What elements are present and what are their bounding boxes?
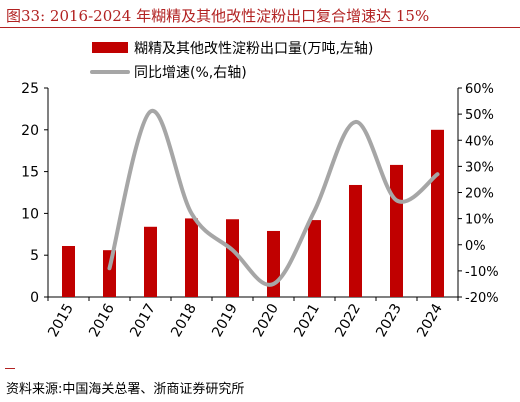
y-right-tick-label: 10%: [465, 213, 494, 228]
y-left-tick-label: 20: [21, 123, 39, 139]
y-left-tick-label: 0: [30, 290, 39, 306]
legend-bar-label: 糊精及其他改性淀粉出口量(万吨,左轴): [134, 41, 373, 57]
y-left-tick-label: 25: [21, 81, 39, 97]
x-tick-label: 2024: [414, 301, 446, 340]
x-tick-label: 2018: [168, 301, 200, 340]
y-right-tick-label: 30%: [465, 160, 494, 175]
y-right-tick-label: 60%: [465, 82, 494, 97]
y-right-tick-label: 50%: [465, 108, 494, 123]
x-tick-label: 2023: [373, 301, 405, 340]
figure-title-bar: 图33: 2016-2024 年糊精及其他改性淀粉出口复合增速达 15%: [0, 0, 520, 28]
x-tick-label: 2021: [291, 301, 323, 340]
x-tick-label: 2016: [86, 301, 118, 340]
x-tick-label: 2017: [127, 301, 159, 340]
bar: [185, 218, 198, 297]
bar: [349, 184, 362, 297]
bar: [431, 129, 444, 297]
y-right-tick-label: 20%: [465, 187, 494, 202]
bar: [62, 246, 75, 297]
growth-line: [107, 109, 440, 287]
y-right-tick-label: -20%: [465, 291, 499, 306]
bar: [267, 230, 280, 297]
y-right-tick-label: 0%: [465, 239, 486, 254]
bar-line-chart: 糊精及其他改性淀粉出口量(万吨,左轴) 同比增速(%,右轴) 0 5 10 15 20 25…: [21, 41, 498, 340]
chart-legend: 糊精及其他改性淀粉出口量(万吨,左轴) 同比增速(%,右轴): [90, 41, 373, 81]
bar: [308, 220, 321, 297]
title-rule: [0, 27, 520, 28]
legend-line-label: 同比增速(%,右轴): [134, 65, 247, 81]
x-tick-label: 2020: [250, 301, 282, 340]
chart-axes: 0 5 10 15 20 25 -20% -10% 0% 10% 20% 30% 40% 50% 60% 20…: [21, 81, 498, 340]
x-tick-label: 2015: [45, 301, 77, 340]
y-right-tick-label: 40%: [465, 134, 494, 149]
legend-bar-swatch: [92, 42, 128, 53]
bar-series: [62, 129, 444, 297]
y-left-tick-label: 5: [30, 248, 39, 264]
figure-title: 图33: 2016-2024 年糊精及其他改性淀粉出口复合增速达 15%: [6, 7, 430, 25]
x-tick-label: 2022: [332, 301, 364, 340]
footer-rule: [5, 368, 15, 369]
x-tick-label: 2019: [209, 301, 241, 340]
y-right-tick-label: -10%: [465, 265, 499, 280]
bar: [390, 164, 403, 297]
bar: [226, 219, 239, 297]
source-note: 资料来源:中国海关总署、浙商证券研究所: [6, 382, 245, 397]
y-left-tick-label: 10: [21, 206, 39, 222]
line-series: [107, 109, 440, 287]
bar: [144, 226, 157, 297]
y-left-tick-label: 15: [21, 165, 39, 181]
